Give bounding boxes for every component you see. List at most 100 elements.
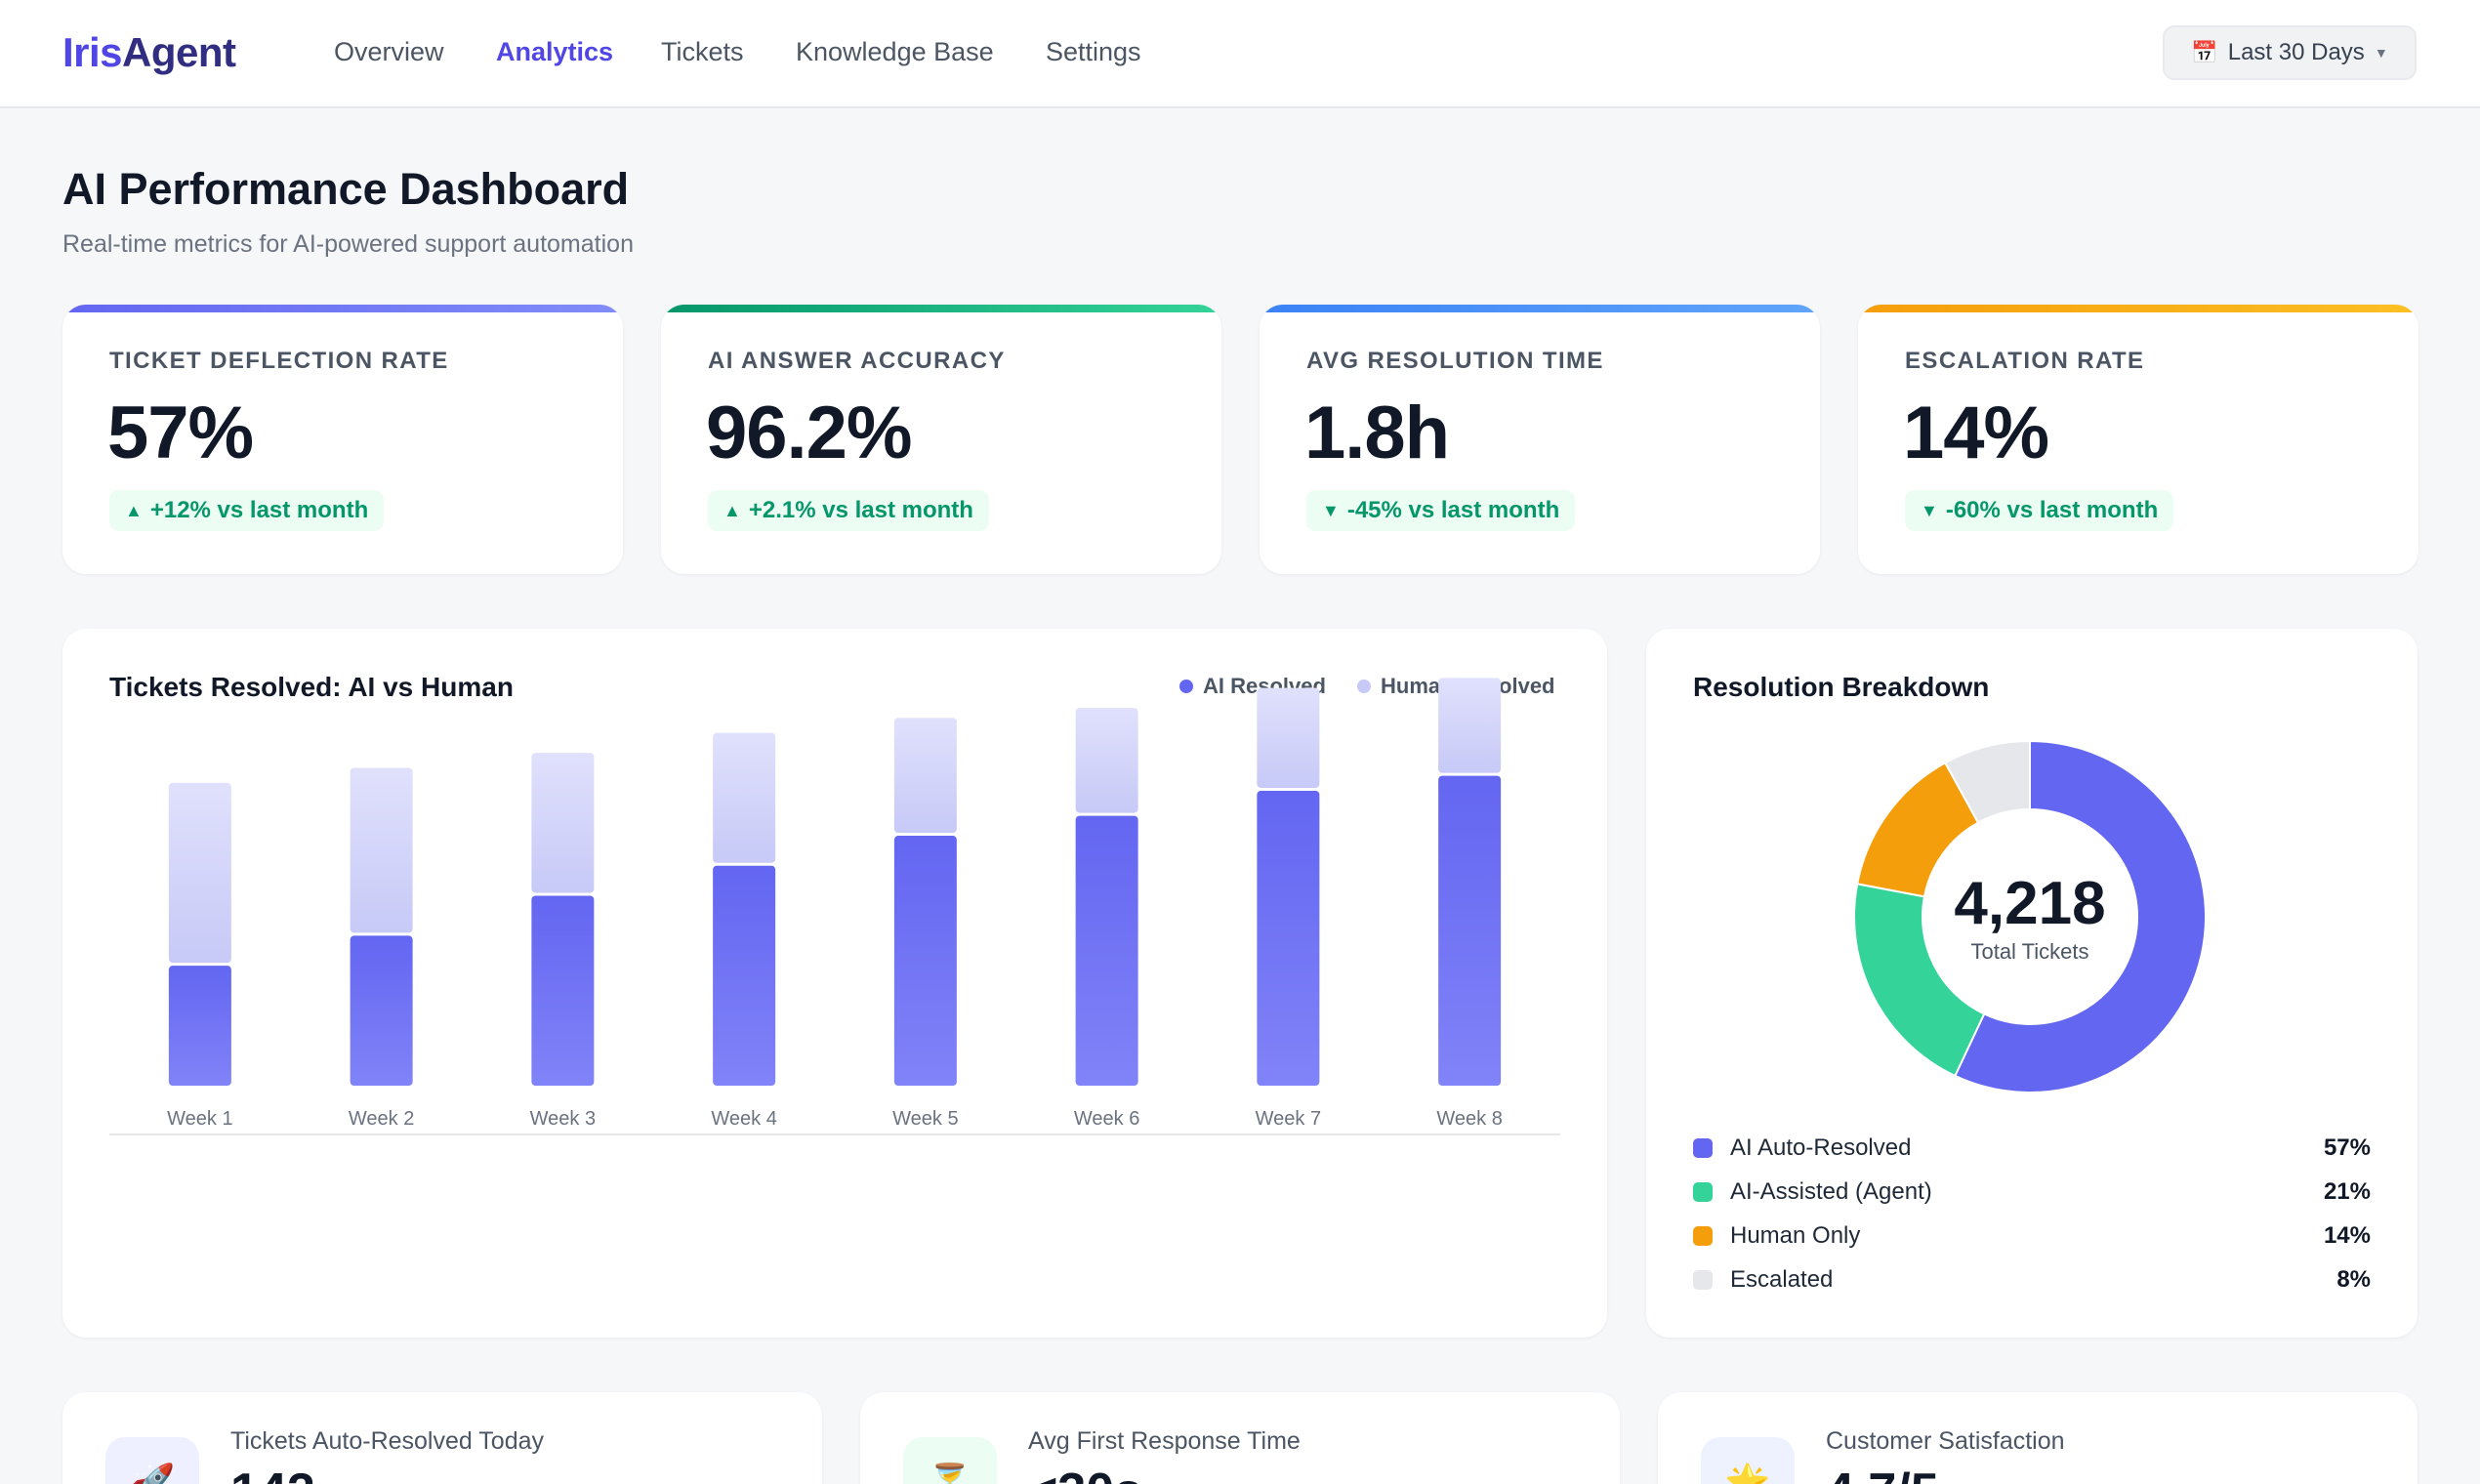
bar-ai-resolved-7[interactable] (1257, 790, 1320, 1086)
kpi-value: 96.2% (706, 392, 912, 474)
bar-ai-resolved-4[interactable] (713, 865, 776, 1086)
x-tick-label: Week 6 (1074, 1108, 1139, 1130)
kpi-accent-bar (1858, 305, 2418, 312)
x-tick-label: Week 3 (530, 1108, 596, 1130)
kpi-card-resolution-time: AVG RESOLUTION TIME 1.8h ▼ -45% vs last … (1260, 305, 1820, 574)
breakdown-row-human-only: Human Only 14% (1693, 1218, 2371, 1254)
donut-slice-ai-auto-resolved[interactable] (1954, 740, 2207, 1093)
kpi-delta-badge: ▼ -60% vs last month (1905, 490, 2174, 531)
bar-human-resolved-2[interactable] (350, 767, 413, 933)
kpi-card-escalation-rate: ESCALATION RATE 14% ▼ -60% vs last month (1858, 305, 2418, 574)
kpi-delta-text: +12% vs last month (149, 497, 369, 523)
bar-human-resolved-5[interactable] (893, 718, 957, 834)
x-tick-label: Week 7 (1256, 1108, 1321, 1130)
kpi-label: AVG RESOLUTION TIME (1306, 348, 1604, 374)
legend-swatch (1179, 680, 1193, 693)
legend-swatch (1693, 1270, 1713, 1290)
breakdown-percent: 14% (2323, 1222, 2371, 1249)
bar-human-resolved-8[interactable] (1438, 678, 1502, 773)
legend-swatch (1357, 680, 1371, 693)
nav-tickets[interactable]: Tickets (661, 37, 744, 66)
resolution-breakdown-card: Resolution Breakdown 4,218 Total Tickets… (1646, 629, 2418, 1338)
kpi-accent-bar (661, 305, 1221, 312)
breakdown-label: AI Auto-Resolved (1730, 1134, 1912, 1161)
arrow-up-icon: ▲ (723, 500, 741, 520)
bar-human-resolved-6[interactable] (1075, 708, 1138, 813)
x-tick-label: Week 4 (711, 1108, 776, 1130)
rocket-icon: 🚀 (105, 1437, 199, 1484)
bar-ai-resolved-8[interactable] (1438, 775, 1502, 1086)
top-navigation-bar: IrisAgent Overview Analytics Tickets Kno… (0, 0, 2480, 108)
donut-slice-escalated[interactable] (1943, 740, 2031, 824)
stat-card-customer-satisfaction: 🌟 Customer Satisfaction 4.7/5 (1658, 1392, 2418, 1484)
chart-title: Tickets Resolved: AI vs Human (109, 672, 514, 702)
bar-ai-resolved-5[interactable] (893, 836, 957, 1086)
kpi-delta-text: -60% vs last month (1945, 497, 2159, 523)
legend-swatch (1693, 1182, 1713, 1202)
x-tick-label: Week 5 (892, 1108, 958, 1130)
resolution-donut-chart (1853, 740, 2207, 1093)
kpi-label: TICKET DEFLECTION RATE (109, 348, 449, 374)
breakdown-row-ai-auto-resolved: AI Auto-Resolved 57% (1693, 1131, 2371, 1166)
bar-ai-resolved-6[interactable] (1075, 815, 1138, 1086)
logo-text-agent: Agent (122, 29, 236, 75)
nav-knowledge-base[interactable]: Knowledge Base (796, 37, 994, 66)
donut-slice-ai-assisted-agent[interactable] (1853, 883, 1986, 1078)
stat-card-auto-resolved-today: 🚀 Tickets Auto-Resolved Today 142 (62, 1392, 822, 1484)
nav-settings[interactable]: Settings (1046, 37, 1141, 66)
calendar-icon: 📅 (2191, 40, 2218, 64)
kpi-card-deflection-rate: TICKET DEFLECTION RATE 57% ▲ +12% vs las… (62, 305, 623, 574)
date-range-value: Last 30 Days (2227, 39, 2365, 65)
breakdown-percent: 57% (2323, 1134, 2371, 1161)
bar-human-resolved-1[interactable] (168, 782, 231, 964)
kpi-delta-badge: ▼ -45% vs last month (1306, 490, 1576, 531)
x-tick-label: Week 2 (349, 1108, 414, 1130)
stopwatch-icon: ⏳ (903, 1437, 997, 1484)
nav-overview[interactable]: Overview (334, 37, 444, 66)
donut-total-caption: Total Tickets (1970, 939, 2089, 964)
kpi-delta-badge: ▲ +12% vs last month (109, 490, 385, 531)
stat-label: Avg First Response Time (1028, 1427, 1301, 1455)
breakdown-percent: 21% (2323, 1178, 2371, 1205)
kpi-card-answer-accuracy: AI ANSWER ACCURACY 96.2% ▲ +2.1% vs last… (661, 305, 1221, 574)
breakdown-label: Human Only (1730, 1222, 1861, 1249)
bar-human-resolved-3[interactable] (531, 753, 595, 893)
breakdown-label: AI-Assisted (Agent) (1730, 1178, 1932, 1205)
kpi-accent-bar (1260, 305, 1820, 312)
stat-value: <30s (1028, 1463, 1142, 1484)
bar-ai-resolved-2[interactable] (350, 935, 413, 1086)
x-tick-label: Week 8 (1436, 1108, 1502, 1130)
stacked-bar-chart: Week 1 Week 2 Week 3 Week 4 Week 5 Week 6 Week… (109, 678, 1560, 1135)
bar-human-resolved-4[interactable] (713, 732, 776, 863)
bar-ai-resolved-1[interactable] (168, 966, 231, 1086)
arrow-down-icon: ▼ (1322, 500, 1340, 520)
page-title: AI Performance Dashboard (62, 164, 630, 214)
donut-total-value: 4,218 (1954, 870, 2106, 937)
kpi-accent-bar (62, 305, 623, 312)
kpi-value: 1.8h (1304, 392, 1450, 474)
stat-value: 142 (230, 1463, 315, 1484)
breakdown-row-ai-assisted: AI-Assisted (Agent) 21% (1693, 1175, 2371, 1210)
date-range-dropdown[interactable]: 📅 Last 30 Days ▼ (2163, 25, 2417, 80)
legend-swatch (1693, 1138, 1713, 1158)
breakdown-row-escalated: Escalated 8% (1693, 1262, 2371, 1298)
arrow-up-icon: ▲ (125, 500, 143, 520)
stat-label: Tickets Auto-Resolved Today (230, 1427, 544, 1455)
nav-analytics[interactable]: Analytics (496, 37, 614, 66)
arrow-down-icon: ▼ (1921, 500, 1938, 520)
stat-card-first-response-time: ⏳ Avg First Response Time <30s (860, 1392, 1620, 1484)
kpi-value: 57% (107, 392, 254, 474)
kpi-label: AI ANSWER ACCURACY (708, 348, 1006, 374)
kpi-delta-badge: ▲ +2.1% vs last month (708, 490, 989, 531)
star-icon: 🌟 (1701, 1437, 1795, 1484)
page-subtitle: Real-time metrics for AI-powered support… (62, 230, 634, 258)
kpi-delta-text: -45% vs last month (1346, 497, 1560, 523)
app-logo[interactable]: IrisAgent (62, 29, 236, 76)
breakdown-percent: 8% (2336, 1266, 2371, 1293)
bar-human-resolved-7[interactable] (1257, 687, 1320, 788)
breakdown-label: Escalated (1730, 1266, 1834, 1293)
x-tick-label: Week 1 (167, 1108, 232, 1130)
legend-swatch (1693, 1226, 1713, 1246)
kpi-label: ESCALATION RATE (1905, 348, 2145, 374)
bar-ai-resolved-3[interactable] (531, 895, 595, 1086)
